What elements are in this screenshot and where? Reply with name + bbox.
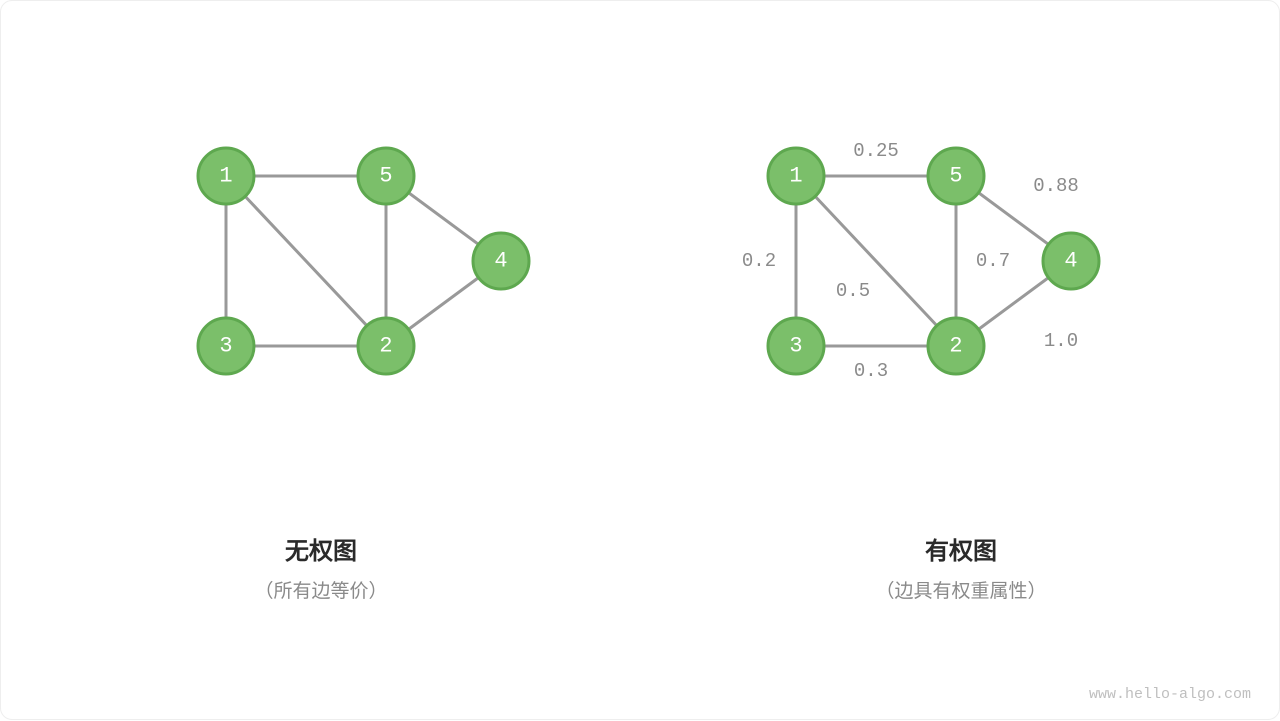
edge-weight-label: 0.5 bbox=[836, 280, 870, 302]
edge-weight-label: 0.88 bbox=[1033, 175, 1079, 197]
unweighted-subtitle: （所有边等价） bbox=[1, 576, 641, 603]
watermark: www.hello-algo.com bbox=[1089, 686, 1251, 703]
graph-node-label: 2 bbox=[949, 334, 962, 359]
graph-node-label: 4 bbox=[1064, 249, 1077, 274]
graph-node-label: 1 bbox=[219, 164, 232, 189]
weighted-subtitle: （边具有权重属性） bbox=[641, 576, 1280, 603]
edge-weight-label: 0.3 bbox=[854, 360, 888, 382]
edge-weight-label: 0.25 bbox=[853, 140, 899, 162]
weighted-graph-panel: 0.25 0.2 0.5 0.7 0.88 0.3 1.0 1 5 4 3 2 有权图 （边具有权重属… bbox=[641, 1, 1280, 721]
graph-node-label: 4 bbox=[494, 249, 507, 274]
edge-weight-label: 1.0 bbox=[1044, 330, 1078, 352]
edge-weight-label: 0.2 bbox=[742, 250, 776, 272]
edge bbox=[796, 176, 956, 346]
graph-node-label: 3 bbox=[219, 334, 232, 359]
graph-node-label: 5 bbox=[949, 164, 962, 189]
weighted-title: 有权图 bbox=[641, 531, 1280, 566]
edge-weight-label: 0.7 bbox=[976, 250, 1010, 272]
graph-node-label: 3 bbox=[789, 334, 802, 359]
graph-node-label: 2 bbox=[379, 334, 392, 359]
graph-node-label: 5 bbox=[379, 164, 392, 189]
unweighted-graph-panel: 1 5 4 3 2 无权图 （所有边等价） bbox=[1, 1, 641, 721]
unweighted-graph-svg: 1 5 4 3 2 bbox=[1, 1, 641, 501]
weighted-graph-svg: 0.25 0.2 0.5 0.7 0.88 0.3 1.0 1 5 4 3 2 bbox=[641, 1, 1280, 501]
edge bbox=[226, 176, 386, 346]
unweighted-title: 无权图 bbox=[1, 531, 641, 566]
graph-node-label: 1 bbox=[789, 164, 802, 189]
